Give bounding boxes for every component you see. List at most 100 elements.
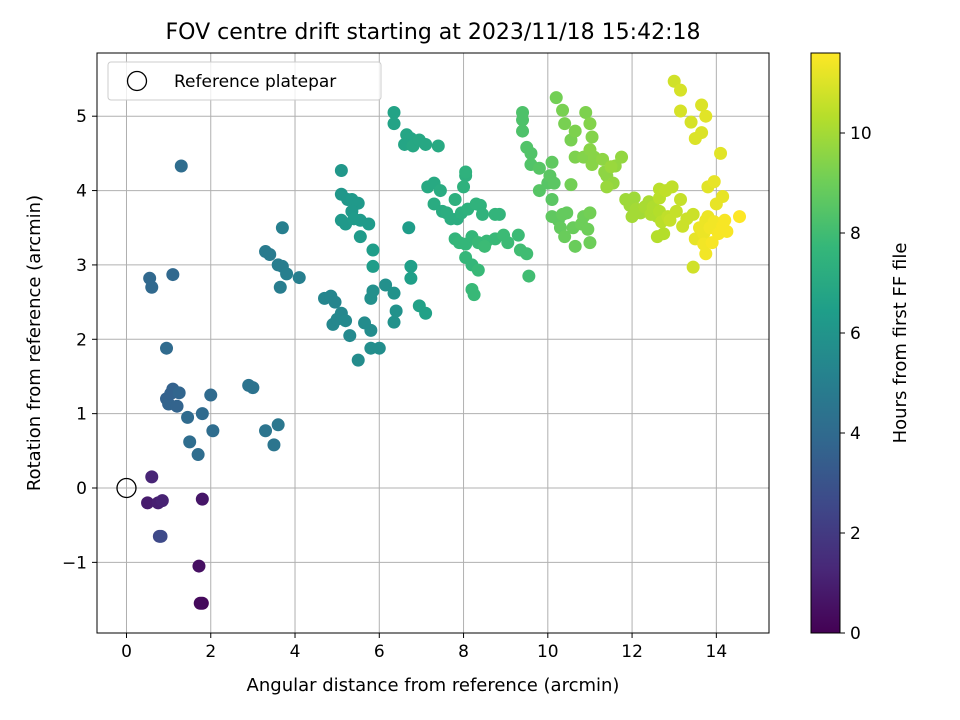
data-point (334, 163, 348, 177)
colorbar-tick-label: 4 (850, 424, 861, 444)
data-point (389, 304, 403, 318)
data-point (339, 314, 353, 328)
colorbar (810, 52, 841, 634)
data-point (492, 207, 506, 221)
data-point (154, 529, 168, 543)
data-point (524, 146, 538, 160)
data-point (246, 381, 260, 395)
data-point (511, 228, 525, 242)
data-point (674, 104, 688, 118)
data-point (520, 247, 534, 261)
data-point (522, 269, 536, 283)
data-point (328, 295, 342, 309)
x-tick-label: 0 (121, 642, 132, 662)
data-point (387, 117, 401, 131)
colorbar-label: Hours from first FF file (890, 243, 911, 444)
legend-box (107, 61, 382, 101)
data-point (343, 329, 357, 343)
data-point (699, 247, 713, 261)
x-axis-ticks: 0 2 4 6 8 10 12 14 (121, 633, 727, 662)
colorbar-ticks: 0 2 4 6 8 10 (840, 124, 872, 644)
legend-marker (126, 70, 148, 92)
data-point (366, 243, 380, 257)
data-point (585, 130, 599, 144)
data-point (353, 230, 367, 244)
data-point (192, 559, 206, 573)
data-point (476, 207, 490, 221)
data-point (501, 236, 515, 250)
data-point (674, 83, 688, 97)
data-point (532, 161, 546, 175)
data-point (183, 435, 197, 449)
data-point (568, 239, 582, 253)
y-tick-label: 5 (76, 107, 87, 127)
data-point (604, 160, 618, 174)
data-point (532, 184, 546, 198)
data-point (191, 448, 205, 462)
data-point (684, 115, 698, 129)
data-point (174, 159, 188, 173)
data-point (366, 284, 380, 298)
y-tick-label: 1 (76, 405, 87, 425)
data-point (627, 191, 641, 205)
x-tick-label: 4 (290, 642, 301, 662)
chart-title: FOV centre drift starting at 2023/11/18 … (166, 20, 701, 45)
data-point (686, 260, 700, 274)
data-point (145, 280, 159, 294)
colorbar-tick-label: 6 (850, 324, 861, 344)
data-point (457, 180, 471, 194)
data-point (404, 259, 418, 273)
data-point (387, 105, 401, 119)
data-point (558, 117, 572, 131)
data-point (516, 124, 530, 138)
y-tick-label: 0 (76, 479, 87, 499)
data-point (448, 192, 462, 206)
y-axis-ticks: −1 0 1 2 3 4 5 (62, 107, 97, 573)
data-point (427, 197, 441, 211)
data-point (560, 206, 574, 220)
scatter-points (141, 74, 747, 610)
data-point (280, 267, 294, 281)
data-point (275, 221, 289, 235)
data-point (478, 239, 492, 253)
y-axis-label: Rotation from reference (arcmin) (24, 195, 45, 491)
data-point (579, 105, 593, 119)
colorbar-tick-label: 2 (850, 524, 861, 544)
data-point (583, 206, 597, 220)
data-point (467, 288, 481, 302)
plot-area (97, 53, 769, 633)
data-point (431, 139, 445, 153)
data-point (556, 103, 570, 117)
x-tick-label: 6 (374, 642, 385, 662)
data-point (419, 137, 433, 151)
data-point (516, 113, 530, 127)
data-point (141, 496, 155, 510)
data-point (195, 492, 209, 506)
x-tick-label: 8 (458, 642, 469, 662)
data-point (665, 180, 679, 194)
data-point (172, 386, 186, 400)
data-point (366, 259, 380, 273)
data-point (181, 410, 195, 424)
x-tick-label: 12 (621, 642, 643, 662)
data-point (271, 418, 285, 432)
data-point (379, 278, 393, 292)
data-point (709, 197, 723, 211)
legend-entry-reference-platepar: Reference platepar (174, 72, 336, 92)
y-tick-label: 3 (76, 256, 87, 276)
data-point (583, 236, 597, 250)
data-point (596, 152, 610, 166)
data-point (195, 407, 209, 421)
data-point (583, 117, 597, 131)
data-point (419, 306, 433, 320)
data-point (471, 263, 485, 277)
data-point (564, 178, 578, 192)
data-point (206, 424, 220, 438)
plot-frame (96, 52, 770, 634)
x-axis-label: Angular distance from reference (arcmin) (247, 675, 620, 696)
colorbar-tick-label: 0 (850, 624, 861, 644)
data-point (267, 438, 281, 452)
colorbar-tick-label: 10 (850, 124, 872, 144)
data-point (166, 268, 180, 282)
data-point (568, 124, 582, 138)
